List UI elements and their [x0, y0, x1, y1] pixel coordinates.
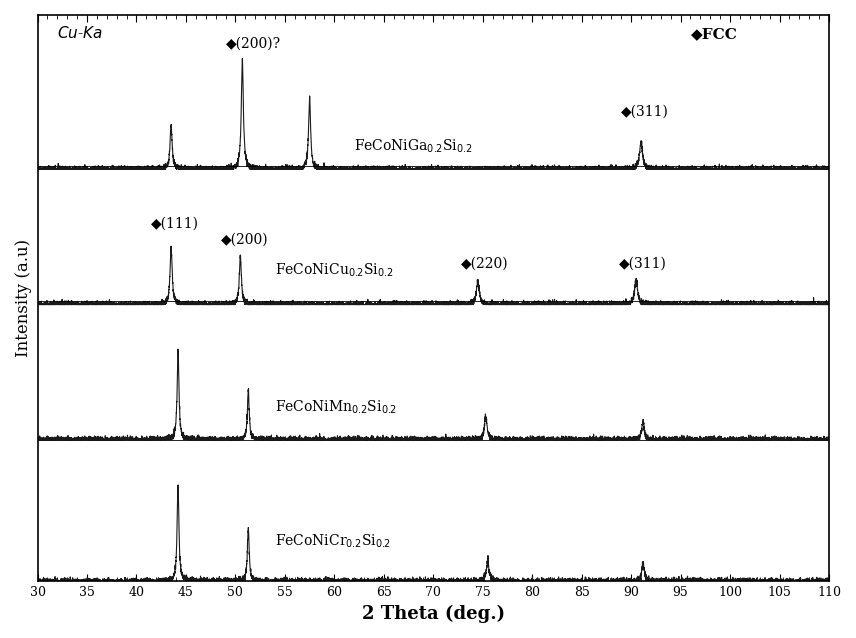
- Text: ◆FCC: ◆FCC: [691, 27, 737, 41]
- Text: FeCoNiCr$_{0.2}$Si$_{0.2}$: FeCoNiCr$_{0.2}$Si$_{0.2}$: [275, 532, 391, 550]
- X-axis label: 2 Theta (deg.): 2 Theta (deg.): [362, 605, 505, 623]
- Text: ◆(200): ◆(200): [221, 233, 268, 247]
- Text: ◆(111): ◆(111): [152, 216, 199, 230]
- Text: FeCoNiGa$_{0.2}$Si$_{0.2}$: FeCoNiGa$_{0.2}$Si$_{0.2}$: [354, 137, 473, 154]
- Text: ◆(311): ◆(311): [619, 256, 667, 271]
- Text: ◆(220): ◆(220): [461, 256, 508, 271]
- Text: FeCoNiMn$_{0.2}$Si$_{0.2}$: FeCoNiMn$_{0.2}$Si$_{0.2}$: [275, 399, 397, 416]
- Text: ◆(200)?: ◆(200)?: [225, 36, 281, 50]
- Text: $Cu$-$Ka$: $Cu$-$Ka$: [57, 25, 104, 41]
- Text: ◆(311): ◆(311): [621, 105, 669, 119]
- Y-axis label: Intensity (a.u): Intensity (a.u): [15, 239, 32, 357]
- Text: FeCoNiCu$_{0.2}$Si$_{0.2}$: FeCoNiCu$_{0.2}$Si$_{0.2}$: [275, 262, 394, 279]
